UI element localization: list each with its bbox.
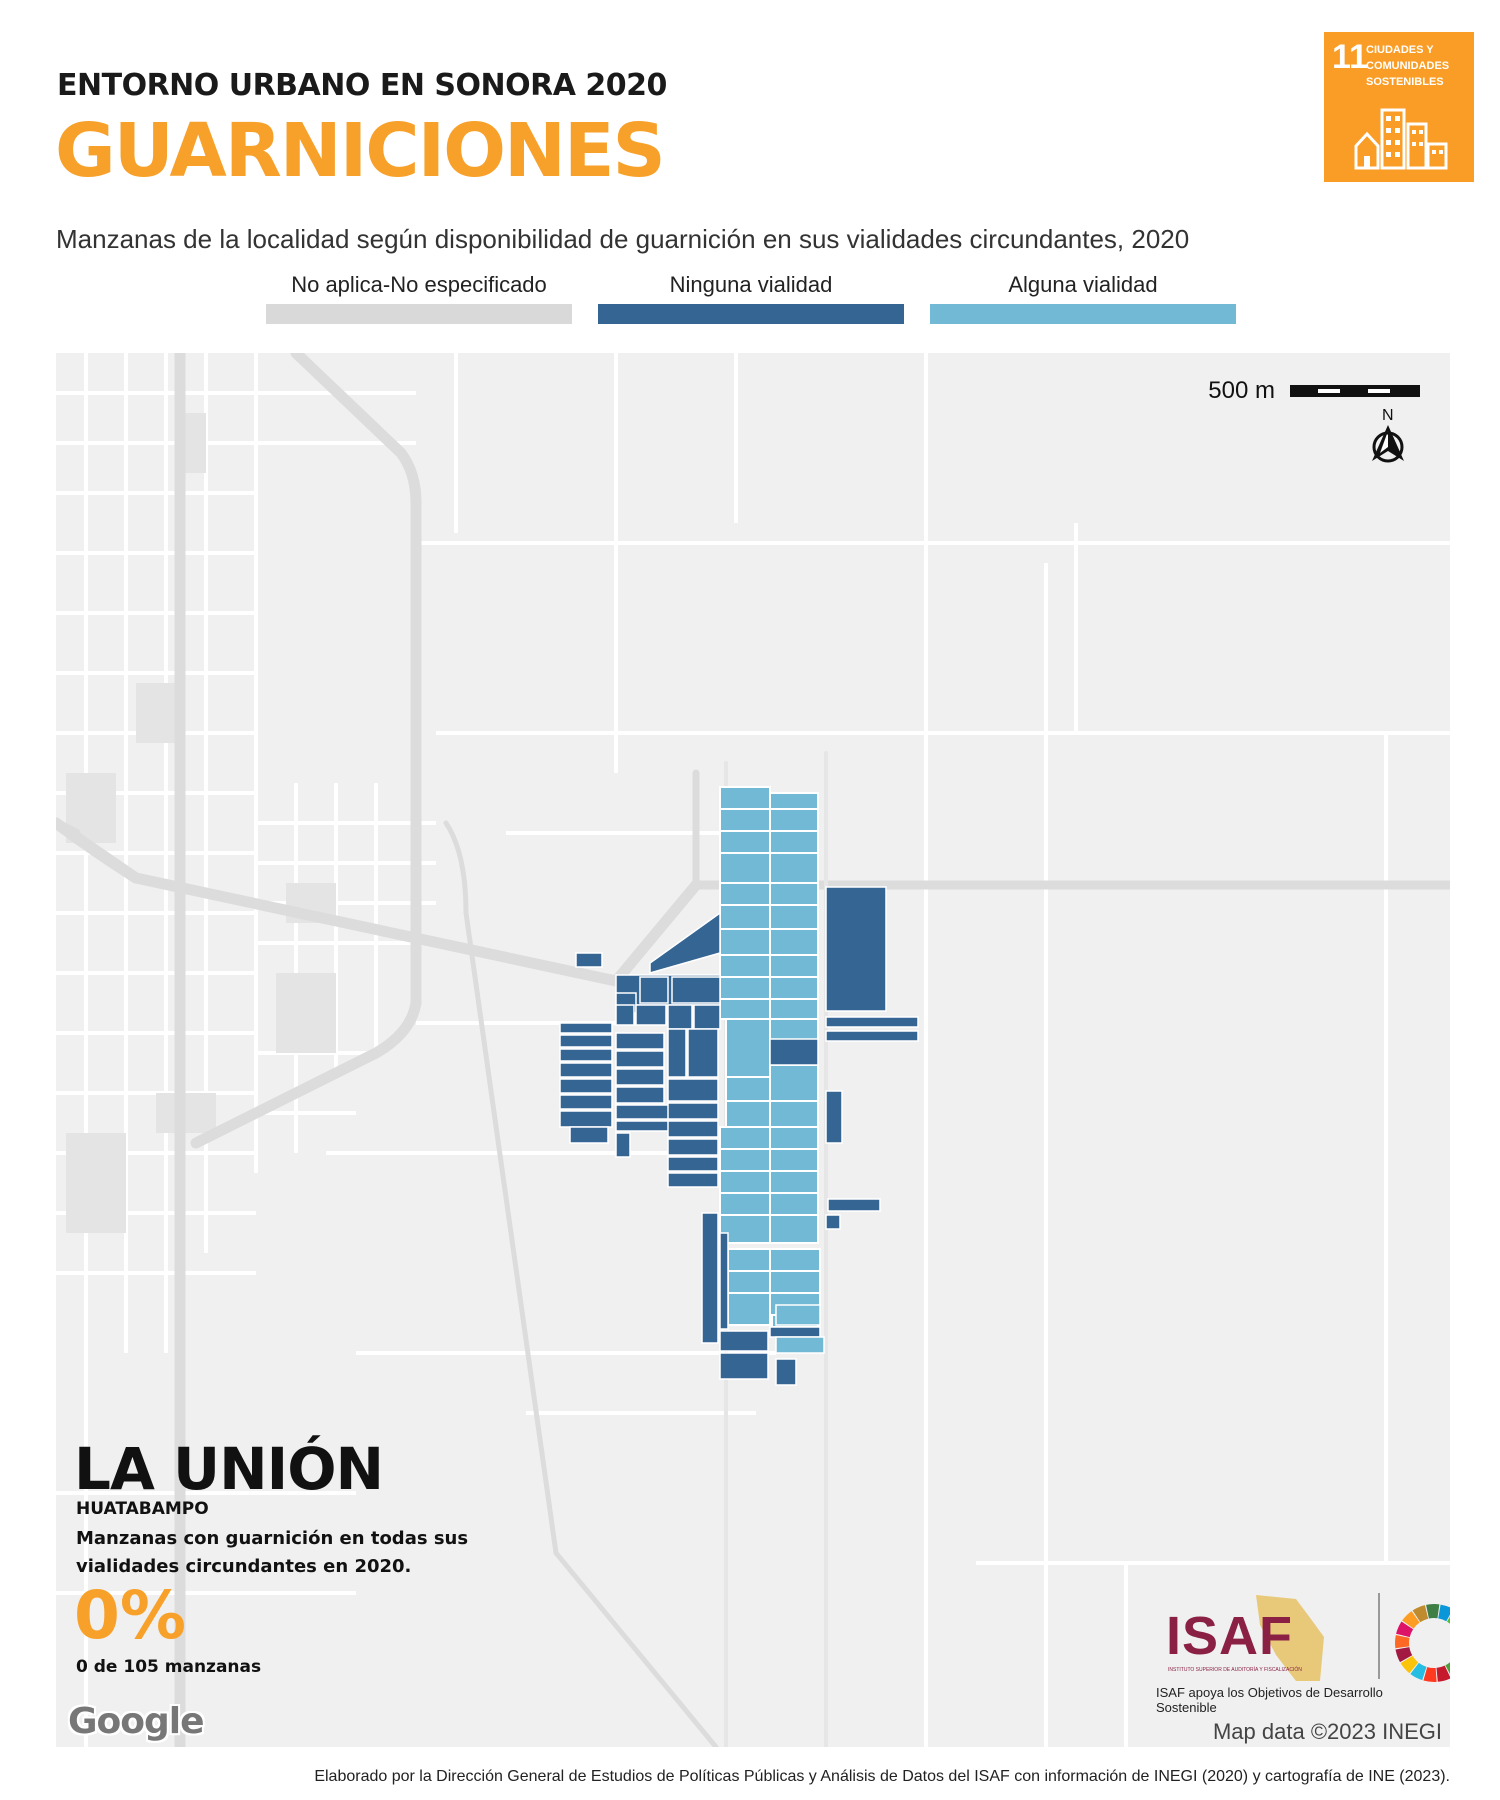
isaf-caption: ISAF apoya los Objetivos de Desarrollo S…: [1156, 1685, 1383, 1715]
sonora-map-icon: [1256, 1595, 1324, 1681]
isaf-fullname: INSTITUTO SUPERIOR DE AUDITORÍA Y FISCAL…: [1168, 1667, 1302, 1673]
north-arrow-icon: N: [1372, 407, 1404, 463]
stat-description: Manzanas con guarnición en todas sus via…: [76, 1528, 469, 1577]
isaf-logo-block: ISAF INSTITUTO SUPERIOR DE AUDITORÍA Y F…: [1156, 1585, 1450, 1715]
footer-credit: Elaborado por la Dirección General de Es…: [314, 1768, 1450, 1785]
municipality-name: HUATABAMPO: [76, 1499, 209, 1519]
legend-item-ninguna: Ninguna vialidad: [598, 268, 904, 324]
legend-swatch: [930, 304, 1236, 324]
isaf-logo: ISAF: [1166, 1606, 1294, 1666]
legend-label: Alguna vialidad: [1008, 272, 1158, 297]
supertitle: ENTORNO URBANO EN SONORA 2020: [57, 68, 667, 103]
map-canvas[interactable]: [56, 353, 1450, 1747]
google-logo: Google: [68, 1701, 205, 1742]
page-title: GUARNICIONES: [55, 108, 666, 194]
sdg-11-badge: 11 CIUDADES Y COMUNIDADES SOSTENIBLES: [1324, 32, 1474, 182]
scale-bar: [1290, 385, 1420, 397]
map-panel[interactable]: 500 m N LA UNIÓN HUATABAMPO Manzanas con…: [56, 353, 1450, 1747]
main-roads: [56, 353, 1450, 1747]
legend-swatch: [266, 304, 572, 324]
logo-divider: [1378, 1593, 1380, 1679]
map-subtitle: Manzanas de la localidad según disponibi…: [56, 224, 1190, 254]
map-attribution: Map data ©2023 INEGI: [1212, 1719, 1442, 1744]
scale-label: 500 m: [1208, 377, 1275, 404]
legend-item-no-aplica: No aplica-No especificado: [266, 268, 572, 324]
locality-blocks[interactable]: [559, 786, 919, 1386]
blocks-alguna-vialidad-south[interactable]: [775, 1304, 825, 1354]
legend-label: Ninguna vialidad: [669, 272, 833, 297]
city-buildings-icon: [1354, 108, 1448, 170]
blocks-ninguna-vialidad[interactable]: [559, 886, 919, 1386]
stat-count: 0 de 105 manzanas: [76, 1657, 262, 1677]
north-label: N: [1382, 407, 1394, 424]
spine-dividers: [720, 808, 820, 1294]
stat-percent: 0%: [74, 1577, 187, 1654]
urban-blocks: [66, 413, 336, 1233]
locality-name: LA UNIÓN: [74, 1435, 384, 1503]
sdg-text: CIUDADES Y COMUNIDADES SOSTENIBLES: [1366, 44, 1450, 88]
sdg-number: 11: [1332, 38, 1368, 76]
legend-label: No aplica-No especificado: [291, 272, 547, 297]
sdg-wheel-icon: [1395, 1604, 1450, 1682]
legend-item-alguna: Alguna vialidad: [930, 268, 1236, 324]
legend-swatch: [598, 304, 904, 324]
